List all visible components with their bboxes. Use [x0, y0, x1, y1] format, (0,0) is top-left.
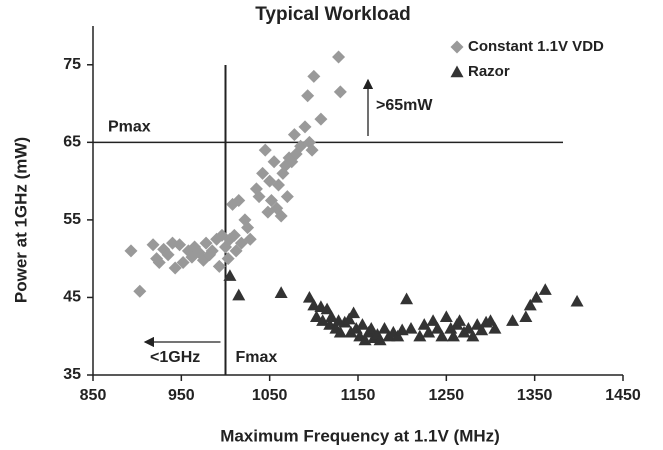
point [314, 112, 328, 126]
point [232, 288, 246, 301]
x-tick-label: 1250 [429, 387, 465, 404]
point [301, 89, 315, 103]
point [199, 236, 213, 250]
point [173, 238, 187, 252]
point [333, 325, 347, 338]
point [435, 329, 449, 342]
point [176, 256, 190, 270]
point [426, 314, 440, 326]
point [256, 166, 270, 180]
point [302, 290, 316, 303]
point [229, 244, 243, 258]
point [264, 194, 278, 207]
point [320, 302, 334, 315]
point [161, 248, 175, 262]
point [484, 314, 497, 326]
point [446, 329, 460, 342]
legend-marker [450, 40, 464, 54]
point [309, 310, 323, 323]
point [146, 238, 160, 252]
point [316, 314, 330, 326]
point [378, 321, 391, 334]
point [152, 256, 166, 270]
point [274, 209, 288, 223]
point [404, 321, 418, 334]
point [223, 269, 237, 281]
point [333, 85, 347, 99]
point [506, 314, 520, 326]
point [439, 310, 453, 323]
y-tick-label: 35 [63, 366, 81, 383]
point [185, 250, 199, 264]
point [529, 290, 543, 303]
point [488, 321, 502, 334]
x-tick-label: 1350 [517, 387, 553, 404]
point [391, 329, 405, 342]
point [570, 294, 584, 307]
legend-label: Razor [468, 63, 510, 80]
x-tick-label: 850 [80, 387, 107, 404]
x-tick-label: 1050 [252, 387, 288, 404]
y-tick-label: 55 [63, 211, 81, 228]
point [168, 261, 182, 275]
annotation: >65mW [376, 97, 433, 114]
annotation: <1GHz [150, 349, 200, 366]
point [373, 333, 387, 346]
point [205, 244, 219, 258]
legend-marker [450, 65, 464, 78]
annotation: Pmax [108, 119, 151, 136]
point [307, 69, 321, 83]
y-tick-label: 75 [63, 56, 81, 73]
x-tick-label: 950 [168, 387, 195, 404]
point [422, 325, 436, 338]
point [413, 329, 427, 342]
point [342, 312, 356, 325]
point [305, 143, 319, 157]
annotation: Fmax [236, 349, 278, 366]
x-tick-label: 1450 [605, 387, 641, 404]
point [227, 228, 241, 242]
point [417, 318, 431, 330]
point [298, 120, 312, 134]
point [325, 310, 338, 323]
point [212, 259, 226, 273]
y-tick-label: 65 [63, 134, 81, 151]
x-tick-label: 1150 [341, 387, 376, 404]
point [258, 143, 272, 157]
point [323, 318, 337, 330]
point [523, 298, 537, 311]
point [221, 252, 235, 266]
y-tick-label: 45 [63, 289, 81, 306]
point [466, 329, 480, 342]
point [364, 321, 378, 334]
point [274, 286, 288, 298]
point [453, 314, 467, 326]
point [538, 283, 552, 295]
point [444, 321, 458, 334]
point [355, 318, 369, 330]
point [332, 50, 346, 64]
point [461, 321, 475, 334]
point [400, 292, 414, 305]
point [124, 244, 138, 258]
point [272, 178, 285, 192]
point [280, 190, 294, 204]
point [232, 194, 246, 207]
legend-label: Constant 1.1V VDD [468, 38, 604, 55]
point [267, 155, 281, 169]
point [431, 321, 444, 334]
point [252, 190, 266, 204]
point [519, 310, 533, 323]
chart-title: Typical Workload [255, 4, 411, 25]
x-axis-label: Maximum Frequency at 1.1V (MHz) [220, 426, 500, 445]
point [347, 306, 361, 319]
point [241, 221, 255, 235]
point [243, 232, 257, 246]
y-axis-label: Power at 1GHz (mW) [11, 137, 30, 303]
point [287, 128, 301, 142]
point [133, 284, 147, 298]
point [475, 323, 489, 336]
